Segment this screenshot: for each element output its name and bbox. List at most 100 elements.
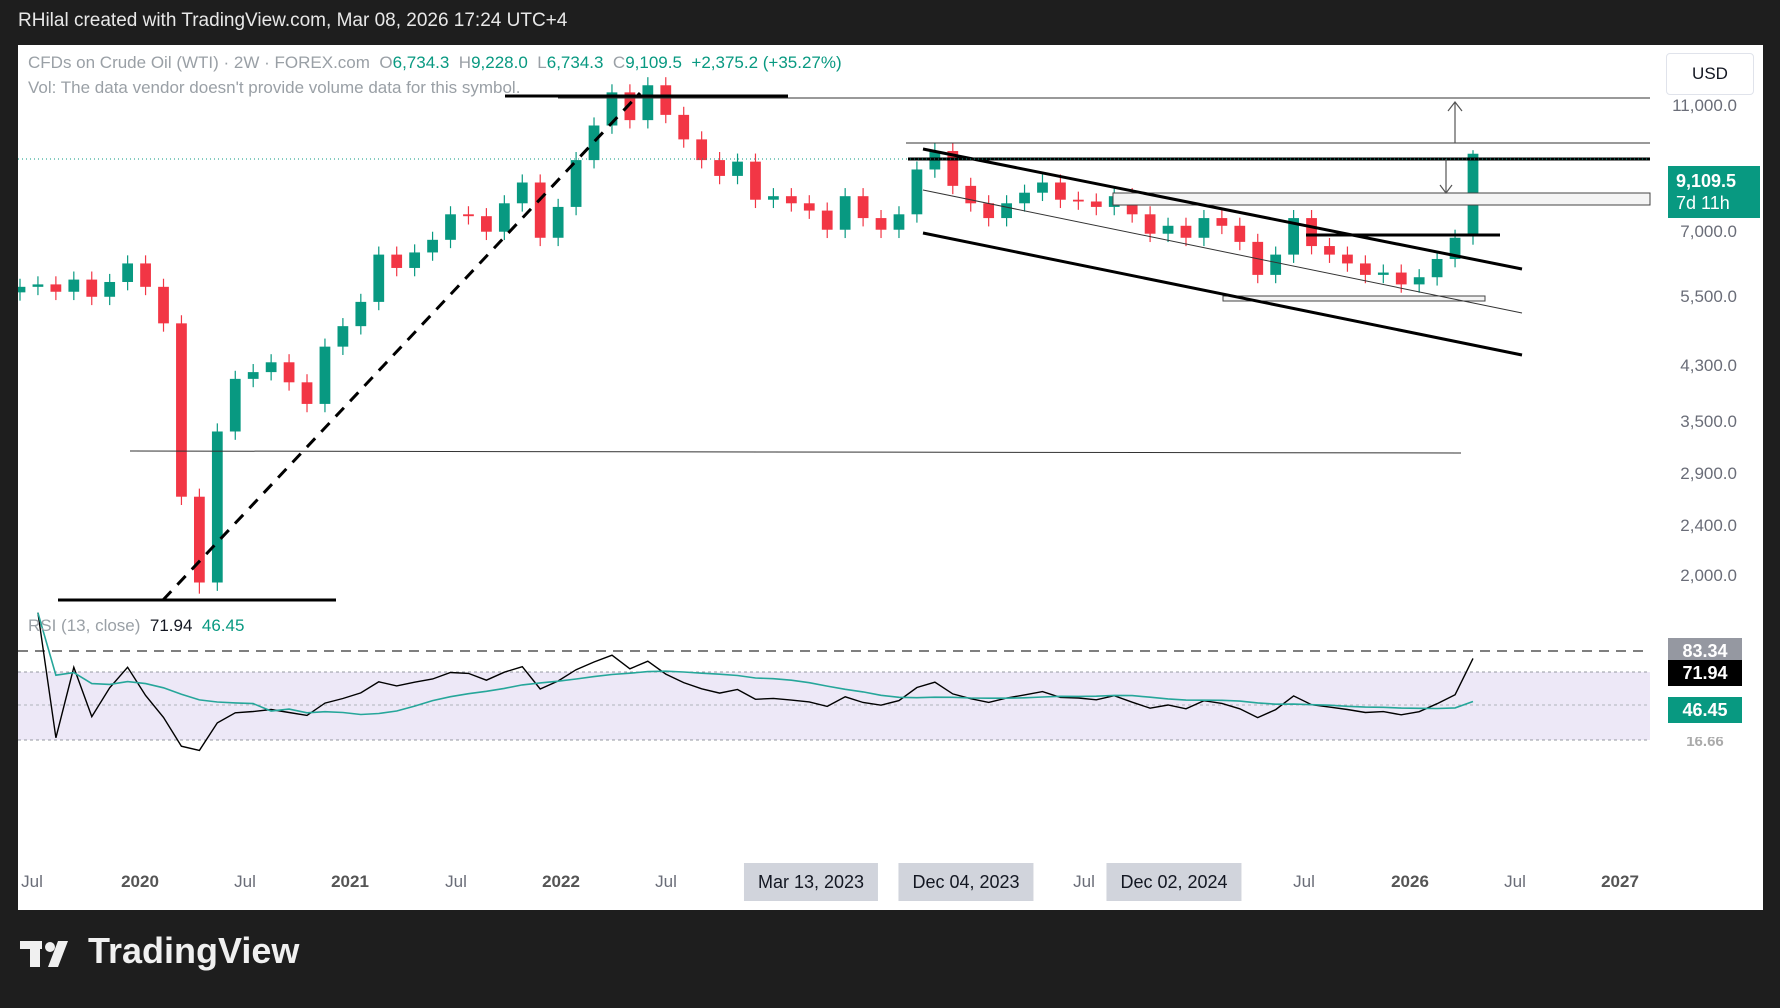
- candle-body: [1342, 254, 1353, 264]
- candle-body: [211, 431, 223, 583]
- candles-group: [18, 77, 1479, 594]
- candle-body: [463, 214, 474, 217]
- candle-body: [965, 185, 977, 204]
- rsi-band: [18, 672, 1650, 740]
- candle-body: [1431, 258, 1443, 278]
- candle-body: [1359, 263, 1371, 275]
- time-tick: Jul: [234, 872, 256, 891]
- time-tick: 2020: [121, 872, 159, 891]
- candle-body: [498, 203, 510, 232]
- time-tick: Jul: [655, 872, 677, 891]
- candle-body: [337, 326, 349, 347]
- candle-body: [176, 323, 187, 497]
- candle-body: [660, 85, 672, 115]
- candle-body: [1413, 277, 1425, 285]
- channel-mid-line: [922, 189, 1523, 314]
- time-tick: Jul: [445, 872, 467, 891]
- tradingview-logo[interactable]: TradingView: [20, 930, 299, 972]
- candle-body: [158, 286, 169, 324]
- candle-body: [445, 214, 456, 240]
- time-tick: 2027: [1601, 872, 1639, 891]
- brand-name: TradingView: [88, 930, 300, 971]
- candle-body: [696, 139, 708, 161]
- candle-body: [373, 254, 385, 302]
- candle-body: [50, 284, 62, 292]
- candle-body: [678, 114, 690, 140]
- candle-body: [1288, 218, 1299, 255]
- time-tick: Jul: [1293, 872, 1315, 891]
- candle-body: [803, 203, 815, 211]
- open-value: 6,734.3: [392, 53, 450, 72]
- candle-body: [911, 169, 923, 215]
- supply-zone-box: [1112, 192, 1651, 206]
- candle-body: [283, 362, 295, 383]
- candle-body: [983, 203, 995, 219]
- candle-body: [481, 216, 492, 232]
- candle-body: [1037, 182, 1048, 193]
- tradingview-logo-icon: [20, 936, 76, 967]
- candle-body: [947, 151, 959, 186]
- candle-body: [1216, 218, 1228, 226]
- rsi-label: RSI (13, close): [28, 616, 141, 635]
- price-tick: 2,900.0: [1680, 464, 1737, 483]
- candle-body: [1395, 272, 1407, 285]
- candle-body: [1198, 218, 1210, 238]
- time-tick: Jul: [21, 872, 43, 891]
- price-tick: 5,500.0: [1680, 287, 1737, 306]
- candle-body: [534, 182, 546, 238]
- price-tick: 2,400.0: [1680, 516, 1737, 535]
- candle-body: [1001, 203, 1012, 219]
- symbol-legend[interactable]: CFDs on Crude Oil (WTI) · 2W · FOREX.com…: [28, 53, 842, 72]
- candle-body: [821, 210, 833, 230]
- candle-body: [857, 196, 869, 219]
- time-tick: Jul: [1073, 872, 1095, 891]
- candle-body: [624, 92, 636, 121]
- candle-body: [194, 496, 205, 583]
- candle-body: [552, 206, 564, 238]
- rsi-legend[interactable]: RSI (13, close) 71.94 46.45: [28, 616, 244, 636]
- price-chart[interactable]: [18, 45, 1763, 910]
- candle-body: [750, 161, 761, 200]
- candle-body: [1019, 192, 1030, 204]
- chart-panel[interactable]: CFDs on Crude Oil (WTI) · 2W · FOREX.com…: [18, 45, 1763, 910]
- price-tick: 7,000.0: [1680, 222, 1737, 241]
- bar-countdown: 7d 11h: [1676, 193, 1730, 213]
- rsi-ma-line: [37, 612, 1474, 716]
- low-value: 6,734.3: [546, 53, 604, 72]
- candle-body: [606, 92, 618, 126]
- candle-body: [409, 252, 421, 268]
- candle-body: [516, 182, 528, 204]
- rsi-value: 71.94: [149, 616, 193, 635]
- candle-body: [875, 218, 887, 230]
- dashed-trendline: [161, 91, 642, 602]
- channel-upper-line: [922, 147, 1523, 271]
- currency-button[interactable]: USD: [1666, 53, 1754, 95]
- candle-body: [1324, 246, 1335, 255]
- candle-body: [229, 378, 241, 432]
- candle-body: [570, 160, 582, 207]
- candle-body: [319, 346, 331, 404]
- candle-body: [714, 160, 725, 176]
- last-price-tag: 9,109.5 7d 11h: [1668, 166, 1760, 218]
- candle-body: [355, 301, 367, 327]
- symbol-name: CFDs on Crude Oil (WTI) · 2W · FOREX.com: [28, 53, 370, 72]
- time-tick: 2021: [331, 872, 369, 891]
- candle-body: [247, 372, 259, 379]
- candle-body: [301, 382, 313, 404]
- time-tag: Dec 04, 2023: [898, 863, 1034, 901]
- measure-arrow-head: [1439, 184, 1453, 194]
- candle-body: [1180, 225, 1192, 238]
- candle-body: [140, 263, 151, 287]
- candle-body: [1072, 199, 1084, 202]
- candle-body: [86, 279, 98, 297]
- time-tag: Mar 13, 2023: [743, 863, 879, 901]
- candle-body: [265, 362, 277, 373]
- rsi-ma-value: 46.45: [201, 616, 245, 635]
- support-horizontal-line: [129, 450, 1462, 454]
- price-tick: 3,500.0: [1680, 412, 1737, 431]
- rsi-value-tag: 71.94: [1668, 660, 1742, 686]
- rsi-ma-tag: 46.45: [1668, 697, 1742, 723]
- price-tick: 11,000.0: [1672, 96, 1737, 115]
- price-tick: 2,000.0: [1680, 566, 1737, 585]
- candle-body: [1449, 237, 1461, 259]
